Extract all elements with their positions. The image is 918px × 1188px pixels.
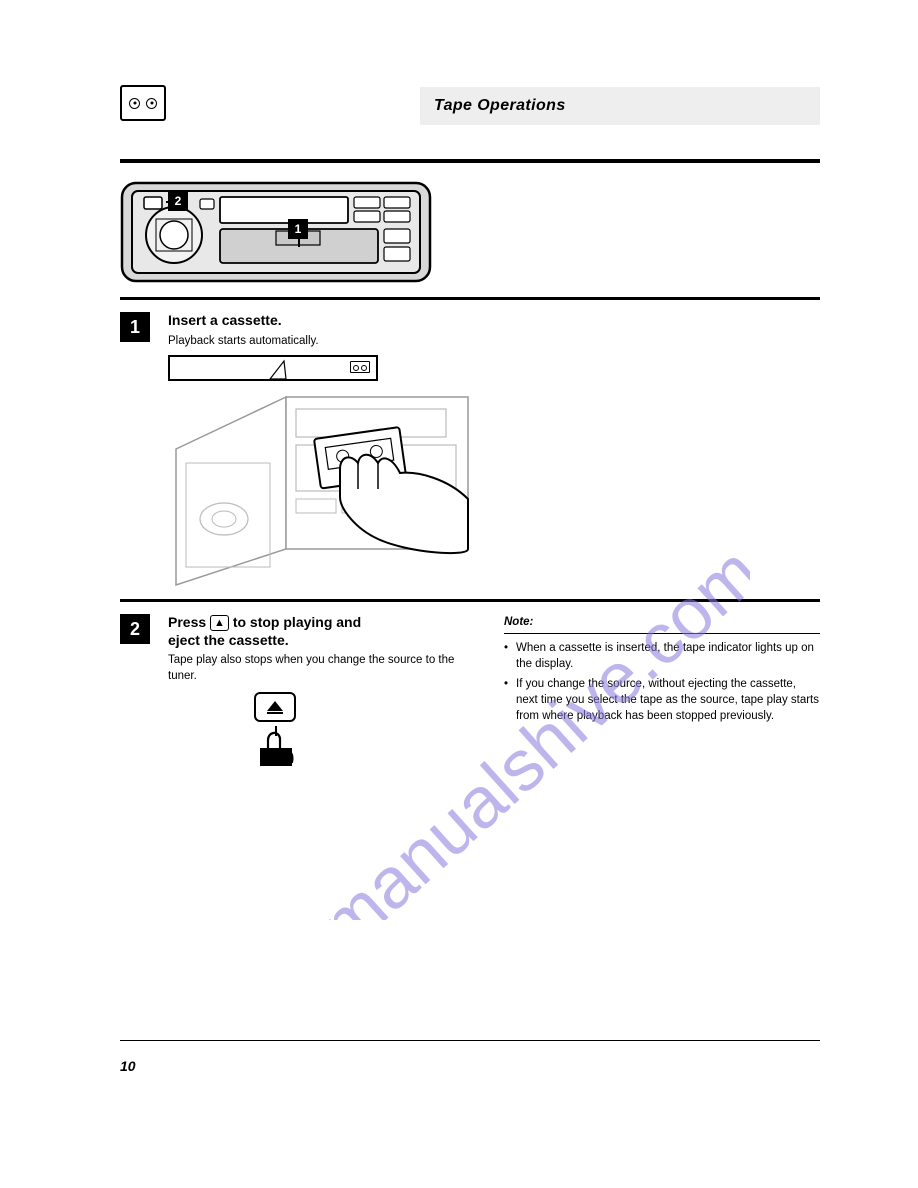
header-row: Tape Operations — [120, 85, 820, 153]
step-heading-part: to stop playing and — [229, 614, 361, 630]
divider — [120, 1040, 820, 1041]
cassette-icon — [120, 85, 166, 121]
lcd-display — [168, 355, 378, 381]
device-diagram: 2 1 — [120, 163, 820, 297]
eject-button-illustration — [248, 692, 306, 768]
page-footer: 10 — [120, 1040, 820, 1041]
tape-indicator-icon — [350, 361, 370, 373]
note-text: If you change the source, without ejecti… — [516, 676, 820, 724]
divider — [120, 599, 820, 602]
step-heading: Insert a cassette. — [168, 312, 820, 330]
notes-block: Note: • When a cassette is inserted, the… — [504, 614, 820, 768]
bullet: • — [504, 640, 516, 672]
note-text: When a cassette is inserted, the tape in… — [516, 640, 820, 672]
note-item: • If you change the source, without ejec… — [504, 676, 820, 724]
step-heading-part: Press — [168, 614, 210, 630]
page-number: 10 — [120, 1058, 136, 1074]
page-content: Tape Operations — [120, 85, 820, 768]
callout-1: 1 — [288, 219, 308, 239]
step-heading-part: eject the cassette. — [168, 632, 289, 648]
section-title: Tape Operations — [420, 87, 820, 125]
eject-key-icon: ▲ — [210, 615, 229, 631]
step-heading: Press ▲ to stop playing and eject the ca… — [168, 614, 478, 649]
divider — [504, 633, 820, 634]
bullet: • — [504, 676, 516, 724]
notes-title: Note: — [504, 614, 820, 630]
step-number-badge: 2 — [120, 614, 150, 644]
step-number-badge: 1 — [120, 312, 150, 342]
divider — [120, 297, 820, 300]
step-text: Playback starts automatically. — [168, 334, 820, 350]
callout-2: 2 — [168, 191, 188, 211]
note-item: • When a cassette is inserted, the tape … — [504, 640, 820, 672]
step-text: Tape play also stops when you change the… — [168, 653, 478, 684]
step-1: 1 Insert a cassette. Playback starts aut… — [120, 312, 820, 589]
insert-cassette-illustration — [168, 389, 478, 589]
step-2: 2 Press ▲ to stop playing and eject the … — [120, 614, 820, 768]
